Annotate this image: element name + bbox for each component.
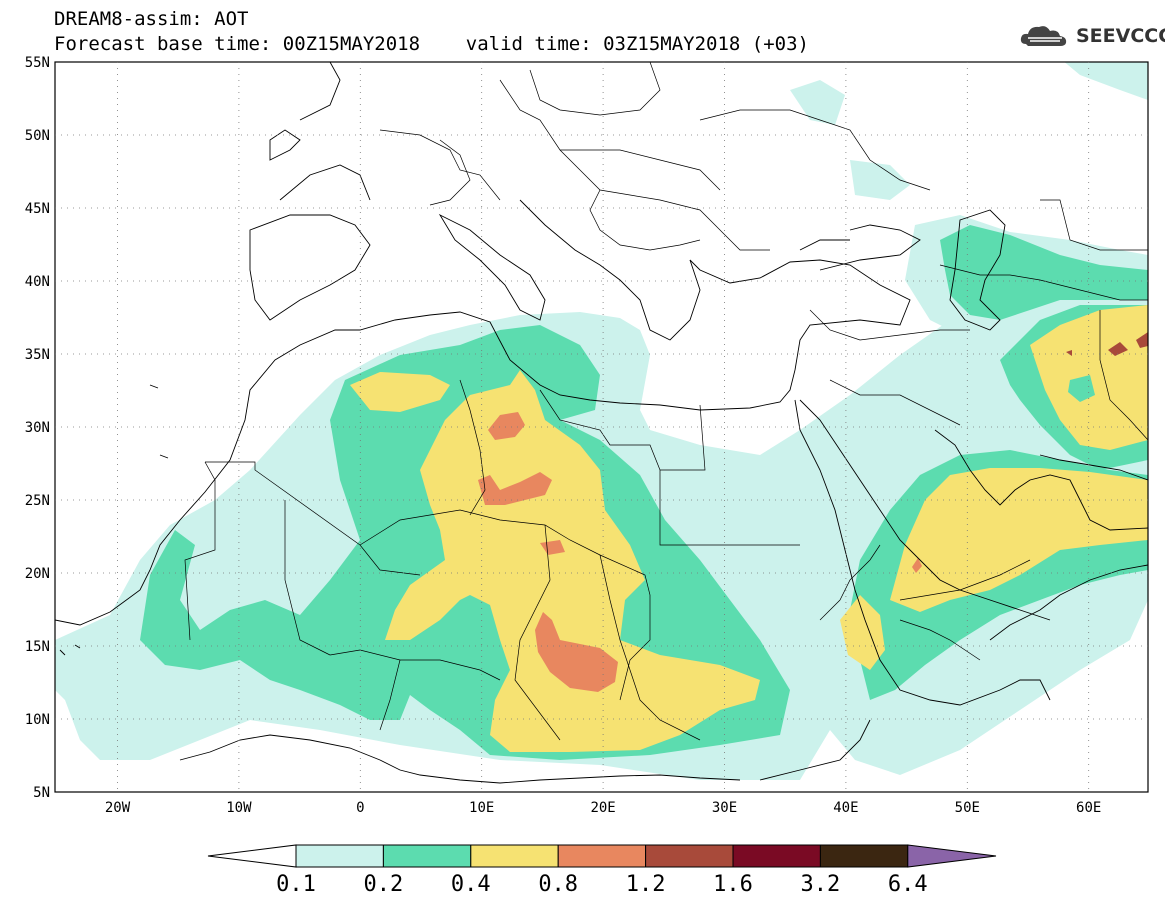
colorbar-bin: [732, 844, 821, 868]
lon-label: 30E: [712, 800, 737, 816]
coastlines: [55, 62, 1148, 784]
lat-label: 15N: [25, 639, 50, 655]
lat-label: 40N: [25, 274, 50, 290]
lat-label: 50N: [25, 128, 50, 144]
colorbar-label: 3.2: [801, 872, 841, 897]
colorbar: [207, 844, 997, 868]
colorbar-label: 6.4: [888, 872, 928, 897]
colorbar-label: 0.1: [276, 872, 316, 897]
colorbar-bin: [645, 844, 734, 868]
colorbar-label: 1.6: [713, 872, 753, 897]
colorbar-bin: [470, 844, 559, 868]
aot-level-0-2-inner: [460, 375, 1095, 660]
lon-label: 40E: [833, 800, 858, 816]
colorbar-over-arrow: [907, 844, 997, 868]
forecast-time-line: Forecast base time: 00Z15MAY2018 valid t…: [54, 33, 809, 55]
lon-label: 10W: [226, 800, 252, 816]
lat-label: 30N: [25, 420, 50, 436]
lat-label: 55N: [25, 55, 50, 71]
lat-axis: 55N 50N 45N 40N 35N 30N 25N 20N 15N 10N …: [25, 55, 50, 801]
colorbar-label: 0.8: [538, 872, 578, 897]
lat-label: 45N: [25, 201, 50, 217]
colorbar-labels: 0.1 0.2 0.4 0.8 1.2 1.6 3.2 6.4: [276, 872, 928, 897]
lat-label: 35N: [25, 347, 50, 363]
colorbar-under-arrow: [207, 844, 297, 868]
lon-label: 50E: [955, 800, 980, 816]
logo-text: SEEVCCC: [1076, 25, 1165, 47]
lon-label: 60E: [1076, 800, 1101, 816]
lon-axis: 20W 10W 0 10E 20E 30E 40E 50E 60E: [105, 800, 1101, 816]
colorbar-label: 0.4: [451, 872, 491, 897]
lat-label: 20N: [25, 566, 50, 582]
lat-label: 5N: [33, 785, 50, 801]
colorbar-bin: [295, 844, 384, 868]
lat-label: 25N: [25, 493, 50, 509]
colorbar-bin: [819, 844, 909, 868]
aot-level-0-8: [478, 412, 922, 692]
colorbar-bin: [382, 844, 472, 868]
lat-label: 10N: [25, 712, 50, 728]
colorbar-label: 0.2: [364, 872, 404, 897]
lon-label: 10E: [469, 800, 494, 816]
country-borders: [184, 62, 1148, 741]
cloud-logo-icon: [1020, 26, 1067, 46]
aot-field: [55, 62, 1148, 780]
colorbar-label: 1.2: [626, 872, 666, 897]
grid-lines: [55, 62, 1148, 792]
lon-label: 20W: [105, 800, 131, 816]
map-title: DREAM8-assim: AOT: [54, 8, 249, 30]
aot-level-1-2: [1066, 332, 1148, 356]
colorbar-bin: [557, 844, 647, 868]
lon-label: 0: [356, 800, 364, 816]
seevccc-logo: SEEVCCC: [1018, 22, 1165, 50]
lon-label: 20E: [590, 800, 615, 816]
